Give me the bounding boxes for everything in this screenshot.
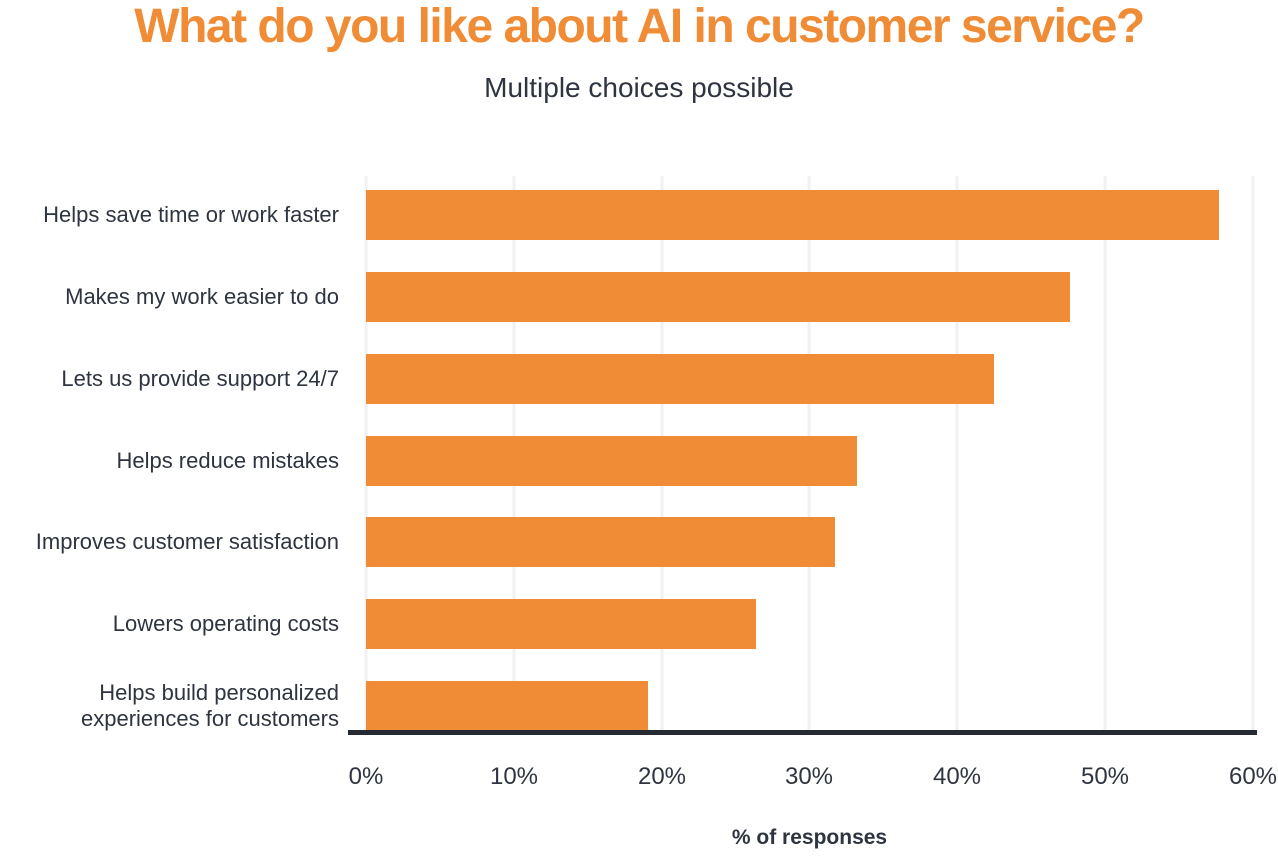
x-tick-label-0: 0% xyxy=(348,763,384,790)
category-label: Makes my work easier to do xyxy=(65,284,339,310)
x-axis-line xyxy=(348,730,1257,735)
category-label: Improves customer satisfaction xyxy=(35,529,339,555)
category-label: Lowers operating costs xyxy=(112,611,339,637)
chart-row: Makes my work easier to do xyxy=(0,272,1278,322)
bar-lowers-costs xyxy=(366,599,757,649)
x-tick-label-20: 20% xyxy=(637,763,687,790)
chart-row: Improves customer satisfaction xyxy=(0,517,1278,567)
gridline-50 xyxy=(1103,176,1107,734)
bar-personalized-experiences xyxy=(366,681,649,731)
category-label: Helps build personalized experiences for… xyxy=(81,680,339,731)
page-title: What do you like about AI in customer se… xyxy=(134,0,1145,53)
bar-support-247 xyxy=(366,354,995,404)
gridline-40 xyxy=(955,176,959,734)
x-tick-label-60: 60% xyxy=(1228,763,1278,790)
category-label: Helps save time or work faster xyxy=(43,202,339,228)
chart-row: Helps reduce mistakes xyxy=(0,436,1278,486)
gridline-60 xyxy=(1251,176,1255,734)
chart-row: Helps build personalized experiences for… xyxy=(0,680,1278,731)
chart-row: Lets us provide support 24/7 xyxy=(0,354,1278,404)
chart-subtitle: Multiple choices possible xyxy=(484,72,794,103)
x-tick-label-40: 40% xyxy=(932,763,982,790)
x-tick-label-50: 50% xyxy=(1080,763,1130,790)
x-tick-label-30: 30% xyxy=(784,763,834,790)
bar-reduce-mistakes xyxy=(366,436,857,486)
bar-helps-save-time xyxy=(366,190,1219,240)
bar-makes-work-easier xyxy=(366,272,1070,322)
x-tick-label-10: 10% xyxy=(489,763,539,790)
category-label: Helps reduce mistakes xyxy=(116,448,339,474)
bar-customer-satisfaction xyxy=(366,517,835,567)
chart-row: Helps save time or work faster xyxy=(0,190,1278,240)
chart-row: Lowers operating costs xyxy=(0,599,1278,649)
x-axis-title: % of responses xyxy=(731,826,888,849)
category-label: Lets us provide support 24/7 xyxy=(61,366,339,392)
